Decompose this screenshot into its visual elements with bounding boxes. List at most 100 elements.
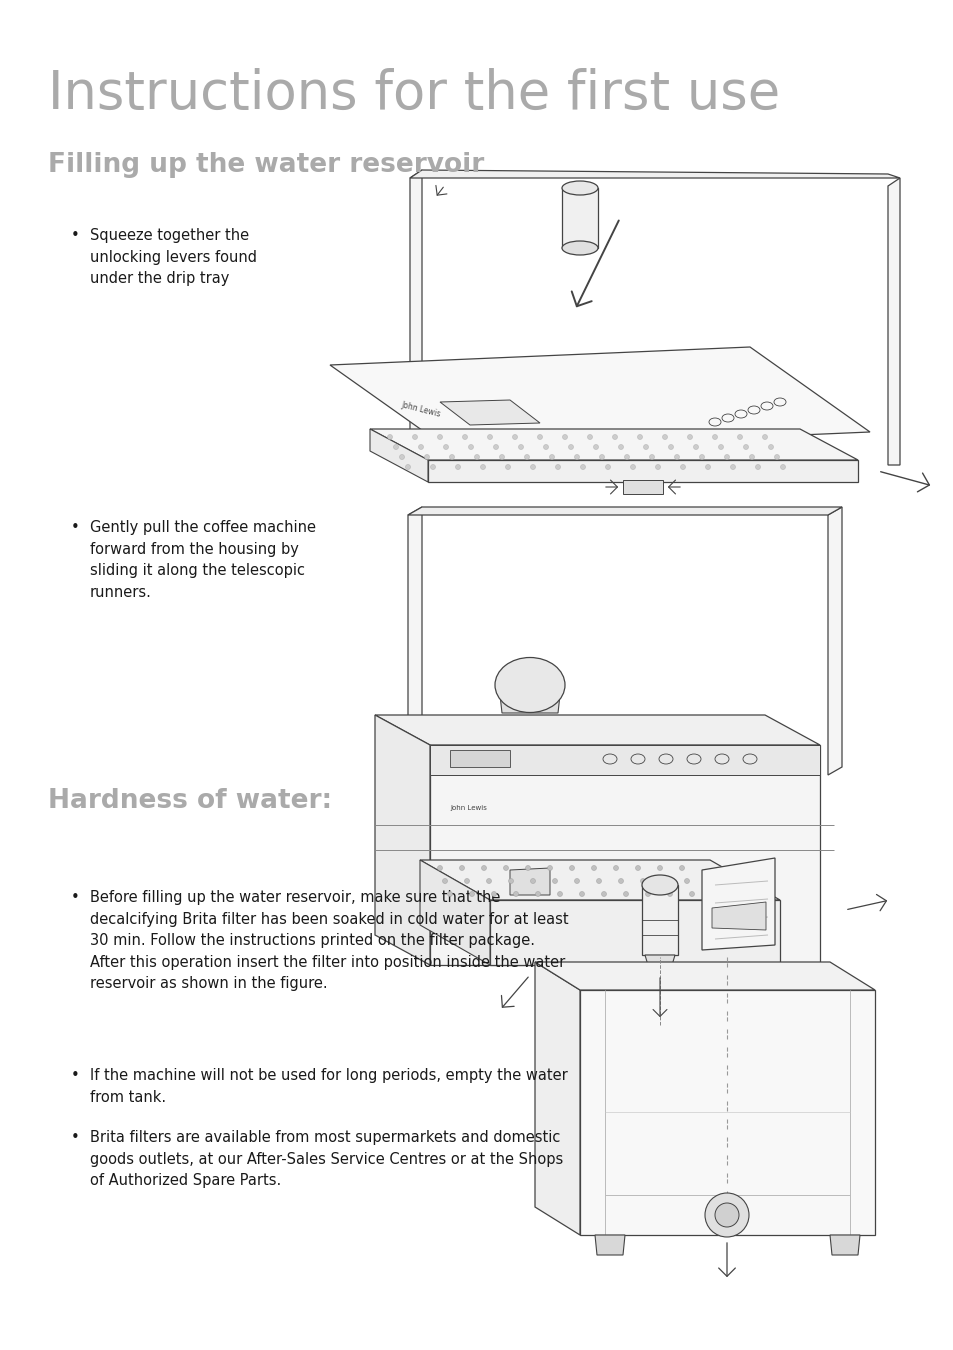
Circle shape — [645, 891, 650, 896]
Text: •: • — [71, 1130, 79, 1145]
Polygon shape — [410, 170, 899, 178]
Circle shape — [530, 464, 535, 470]
Polygon shape — [330, 347, 869, 450]
Circle shape — [512, 435, 517, 440]
Polygon shape — [375, 716, 430, 965]
Circle shape — [424, 455, 429, 459]
Circle shape — [568, 444, 573, 450]
Polygon shape — [375, 716, 820, 745]
Polygon shape — [711, 902, 765, 930]
Circle shape — [718, 444, 722, 450]
Text: Gently pull the coffee machine
forward from the housing by
sliding it along the : Gently pull the coffee machine forward f… — [90, 520, 315, 599]
Circle shape — [579, 464, 585, 470]
Circle shape — [569, 865, 574, 871]
Circle shape — [547, 865, 552, 871]
Polygon shape — [644, 954, 675, 972]
Polygon shape — [499, 695, 559, 713]
Polygon shape — [490, 900, 780, 965]
Polygon shape — [419, 860, 490, 965]
Text: Hardness of water:: Hardness of water: — [48, 788, 332, 814]
Circle shape — [668, 444, 673, 450]
Circle shape — [574, 879, 578, 883]
Text: Filling up the water reservoir: Filling up the water reservoir — [48, 153, 484, 178]
Circle shape — [455, 464, 460, 470]
Circle shape — [712, 435, 717, 440]
Circle shape — [687, 435, 692, 440]
Circle shape — [491, 891, 496, 896]
Polygon shape — [419, 860, 780, 900]
Circle shape — [387, 435, 392, 440]
Circle shape — [462, 435, 467, 440]
Circle shape — [418, 444, 423, 450]
Polygon shape — [428, 460, 857, 482]
Circle shape — [464, 879, 469, 883]
Circle shape — [481, 865, 486, 871]
Text: Instructions for the first use: Instructions for the first use — [48, 68, 780, 120]
Text: •: • — [71, 890, 79, 905]
Circle shape — [661, 435, 667, 440]
Circle shape — [449, 455, 454, 459]
Circle shape — [639, 879, 645, 883]
Circle shape — [468, 444, 473, 450]
Circle shape — [674, 455, 679, 459]
Circle shape — [661, 879, 667, 883]
Circle shape — [624, 455, 629, 459]
Circle shape — [591, 865, 596, 871]
Circle shape — [513, 891, 518, 896]
Polygon shape — [450, 751, 510, 767]
Circle shape — [447, 891, 452, 896]
Circle shape — [587, 435, 592, 440]
Circle shape — [493, 444, 498, 450]
Ellipse shape — [641, 875, 678, 895]
Polygon shape — [701, 859, 774, 950]
Circle shape — [393, 444, 398, 450]
Circle shape — [459, 865, 464, 871]
Circle shape — [598, 455, 604, 459]
Circle shape — [705, 464, 710, 470]
Text: •: • — [71, 228, 79, 243]
Circle shape — [593, 444, 598, 450]
Circle shape — [505, 464, 510, 470]
Circle shape — [486, 879, 491, 883]
Circle shape — [730, 464, 735, 470]
Text: Squeeze together the
unlocking levers found
under the drip tray: Squeeze together the unlocking levers fo… — [90, 228, 256, 286]
Polygon shape — [370, 429, 857, 460]
Circle shape — [480, 464, 485, 470]
Polygon shape — [408, 508, 421, 775]
Circle shape — [535, 891, 540, 896]
Circle shape — [442, 879, 447, 883]
Circle shape — [487, 435, 492, 440]
Circle shape — [742, 444, 748, 450]
Circle shape — [723, 455, 729, 459]
Circle shape — [508, 879, 513, 883]
Polygon shape — [535, 963, 579, 1235]
Circle shape — [630, 464, 635, 470]
Circle shape — [774, 455, 779, 459]
Polygon shape — [579, 990, 874, 1235]
Circle shape — [693, 444, 698, 450]
Circle shape — [699, 455, 703, 459]
Circle shape — [605, 464, 610, 470]
Polygon shape — [408, 508, 841, 514]
Text: •: • — [71, 520, 79, 535]
Circle shape — [557, 891, 562, 896]
Circle shape — [524, 455, 529, 459]
Circle shape — [704, 1193, 748, 1237]
Circle shape — [623, 891, 628, 896]
Circle shape — [596, 879, 601, 883]
Circle shape — [667, 891, 672, 896]
Circle shape — [443, 444, 448, 450]
Circle shape — [574, 455, 578, 459]
Circle shape — [618, 444, 623, 450]
Circle shape — [649, 455, 654, 459]
Circle shape — [655, 464, 659, 470]
Circle shape — [552, 879, 557, 883]
Text: John Lewis: John Lewis — [399, 401, 441, 420]
Circle shape — [689, 891, 694, 896]
Circle shape — [679, 865, 684, 871]
Circle shape — [555, 464, 560, 470]
Circle shape — [430, 464, 435, 470]
Polygon shape — [829, 1235, 859, 1256]
Circle shape — [613, 865, 618, 871]
Polygon shape — [641, 886, 678, 954]
